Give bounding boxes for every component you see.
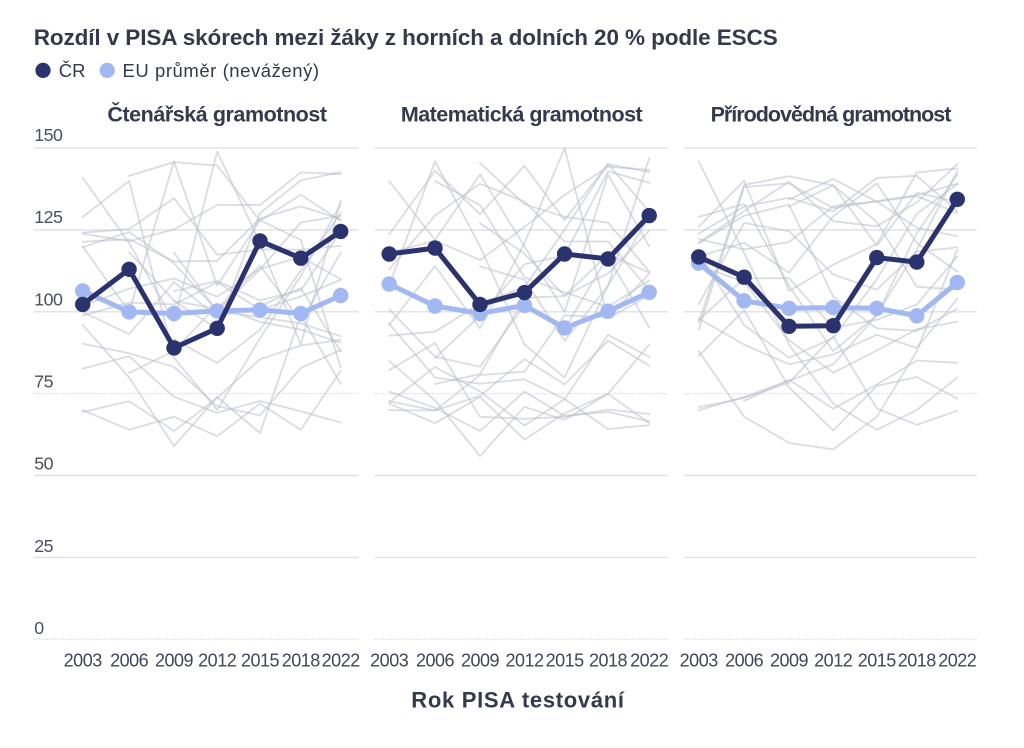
svg-text:2022: 2022: [630, 651, 669, 671]
svg-text:0: 0: [34, 618, 44, 638]
svg-text:50: 50: [34, 454, 53, 474]
svg-text:Čtenářská gramotnost: Čtenářská gramotnost: [107, 101, 326, 126]
svg-text:2003: 2003: [64, 651, 103, 671]
svg-text:2006: 2006: [725, 651, 764, 671]
svg-text:2015: 2015: [546, 651, 585, 671]
svg-text:2012: 2012: [505, 651, 544, 671]
svg-text:2009: 2009: [770, 651, 809, 671]
svg-text:125: 125: [34, 207, 63, 227]
svg-text:ČR: ČR: [59, 60, 86, 81]
svg-text:2006: 2006: [110, 651, 149, 671]
svg-text:Matematická gramotnost: Matematická gramotnost: [401, 102, 643, 126]
svg-text:2015: 2015: [241, 651, 280, 671]
svg-text:2018: 2018: [589, 651, 628, 671]
svg-text:2018: 2018: [282, 651, 321, 671]
svg-text:2015: 2015: [858, 651, 897, 671]
svg-text:75: 75: [34, 372, 53, 392]
svg-text:2012: 2012: [814, 651, 853, 671]
svg-text:2009: 2009: [155, 651, 194, 671]
svg-text:EU průměr (nevážený): EU průměr (nevážený): [123, 60, 320, 81]
svg-text:Rok PISA testování: Rok PISA testování: [411, 687, 625, 712]
svg-text:2003: 2003: [370, 651, 409, 671]
svg-text:2009: 2009: [461, 651, 500, 671]
svg-text:2012: 2012: [198, 651, 237, 671]
svg-text:2006: 2006: [416, 651, 455, 671]
svg-text:100: 100: [34, 289, 63, 309]
svg-text:25: 25: [34, 536, 53, 556]
svg-text:2022: 2022: [322, 651, 361, 671]
svg-text:Rozdíl v PISA skórech mezi žák: Rozdíl v PISA skórech mezi žáky z horníc…: [34, 25, 778, 50]
svg-text:2022: 2022: [938, 651, 977, 671]
svg-text:Přírodovědná gramotnost: Přírodovědná gramotnost: [711, 102, 952, 126]
svg-text:2003: 2003: [680, 651, 719, 671]
svg-text:2018: 2018: [898, 651, 937, 671]
svg-text:150: 150: [34, 125, 63, 145]
